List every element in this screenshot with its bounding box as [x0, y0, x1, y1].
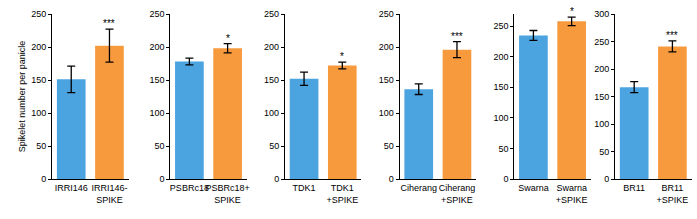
svg-text:150: 150 — [493, 82, 508, 92]
svg-text:0: 0 — [389, 174, 394, 184]
svg-text:Swarna: Swarna — [518, 183, 549, 193]
svg-text:100: 100 — [264, 108, 279, 118]
svg-text:Swarna+SPIKE: Swarna+SPIKE — [556, 183, 588, 205]
svg-text:250: 250 — [493, 21, 508, 31]
svg-text:150: 150 — [149, 75, 164, 85]
svg-text:50: 50 — [154, 141, 164, 151]
svg-text:150: 150 — [31, 75, 46, 85]
svg-text:200: 200 — [379, 42, 394, 52]
svg-text:200: 200 — [31, 42, 46, 52]
svg-text:250: 250 — [379, 9, 394, 19]
svg-text:Ciherang: Ciherang — [400, 183, 437, 193]
svg-text:***: *** — [103, 18, 115, 29]
svg-text:150: 150 — [379, 75, 394, 85]
svg-text:*: * — [226, 33, 230, 44]
svg-text:*: * — [570, 6, 574, 17]
svg-text:50: 50 — [498, 144, 508, 154]
svg-text:250: 250 — [594, 37, 609, 47]
svg-text:0: 0 — [41, 174, 46, 184]
svg-text:50: 50 — [269, 141, 279, 151]
svg-text:BR11+SPIKE: BR11+SPIKE — [657, 183, 689, 205]
svg-text:100: 100 — [379, 108, 394, 118]
svg-text:0: 0 — [159, 174, 164, 184]
svg-text:50: 50 — [36, 141, 46, 151]
svg-text:200: 200 — [149, 42, 164, 52]
svg-text:150: 150 — [264, 75, 279, 85]
svg-text:0: 0 — [503, 174, 508, 184]
svg-text:50: 50 — [384, 141, 394, 151]
svg-text:*: * — [340, 51, 344, 62]
svg-text:PSBRc18: PSBRc18 — [170, 183, 209, 193]
svg-text:250: 250 — [149, 9, 164, 19]
svg-text:100: 100 — [493, 113, 508, 123]
svg-text:TDK1+SPIKE: TDK1+SPIKE — [326, 183, 358, 205]
svg-text:300: 300 — [594, 9, 609, 19]
svg-text:***: *** — [666, 30, 678, 41]
svg-text:50: 50 — [599, 147, 609, 157]
svg-text:BR11: BR11 — [623, 183, 645, 193]
svg-text:IRRI146-SPIKE: IRRI146-SPIKE — [91, 183, 127, 205]
svg-text:100: 100 — [31, 108, 46, 118]
svg-text:0: 0 — [274, 174, 279, 184]
svg-text:0: 0 — [604, 174, 609, 184]
svg-text:Spikelet number per panicle: Spikelet number per panicle — [17, 41, 27, 153]
svg-text:200: 200 — [264, 42, 279, 52]
svg-text:100: 100 — [594, 119, 609, 129]
svg-text:PSBRc18+SPIKE: PSBRc18+SPIKE — [205, 183, 249, 205]
svg-text:200: 200 — [493, 52, 508, 62]
svg-text:250: 250 — [31, 9, 46, 19]
svg-text:150: 150 — [594, 92, 609, 102]
svg-text:***: *** — [451, 31, 463, 42]
svg-text:200: 200 — [594, 64, 609, 74]
svg-text:Ciherang+SPIKE: Ciherang+SPIKE — [439, 183, 476, 205]
svg-text:250: 250 — [264, 9, 279, 19]
svg-text:IRRI146: IRRI146 — [55, 183, 88, 193]
svg-text:100: 100 — [149, 108, 164, 118]
svg-text:TDK1: TDK1 — [293, 183, 316, 193]
